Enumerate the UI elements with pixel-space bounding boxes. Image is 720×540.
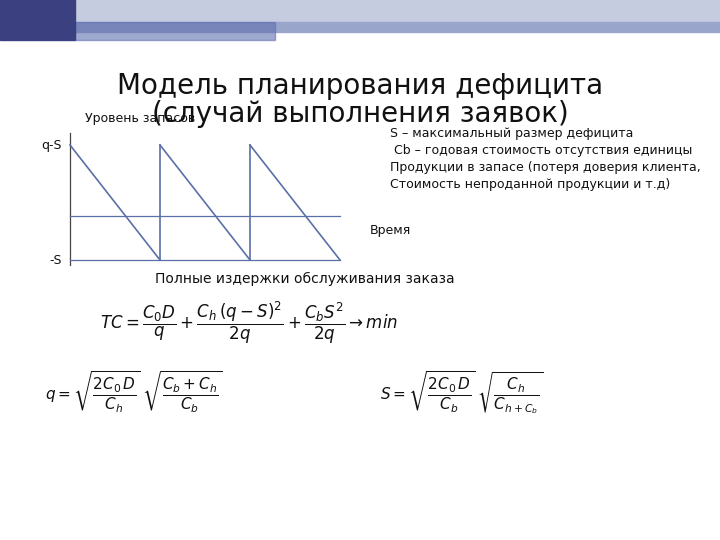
- Bar: [75, 0, 720, 22]
- Text: (случай выполнения заявок): (случай выполнения заявок): [152, 100, 568, 128]
- Text: Полные издержки обслуживания заказа: Полные издержки обслуживания заказа: [155, 272, 454, 286]
- Text: -S: -S: [50, 253, 62, 267]
- Bar: [0, 0, 75, 40]
- Text: Продукции в запасе (потеря доверия клиента,: Продукции в запасе (потеря доверия клиен…: [390, 161, 701, 174]
- Text: Время: Время: [370, 224, 411, 237]
- Text: Модель планирования дефицита: Модель планирования дефицита: [117, 72, 603, 100]
- Text: Уровень запасов: Уровень запасов: [85, 112, 195, 125]
- Text: q-S: q-S: [42, 138, 62, 152]
- Text: $S = \sqrt{\dfrac{2C_0\,D}{C_b}}\;\sqrt{\dfrac{C_h}{C_{h+C_b}}}$: $S = \sqrt{\dfrac{2C_0\,D}{C_b}}\;\sqrt{…: [380, 370, 543, 417]
- Text: Cb – годовая стоимость отсутствия единицы: Cb – годовая стоимость отсутствия единиц…: [390, 144, 693, 157]
- Text: S – максимальный размер дефицита: S – максимальный размер дефицита: [390, 127, 634, 140]
- Text: $TC = \dfrac{C_0 D}{q} + \dfrac{C_h\,(q-S)^2}{2q} + \dfrac{C_b S^2}{2q} \rightar: $TC = \dfrac{C_0 D}{q} + \dfrac{C_h\,(q-…: [100, 300, 398, 346]
- Bar: [75, 22, 275, 40]
- Bar: [75, 22, 720, 32]
- Text: $q = \sqrt{\dfrac{2C_0\,D}{C_h}}\;\sqrt{\dfrac{C_b + C_h}{C_b}}$: $q = \sqrt{\dfrac{2C_0\,D}{C_h}}\;\sqrt{…: [45, 370, 222, 415]
- Text: Стоимость непроданной продукции и т.д): Стоимость непроданной продукции и т.д): [390, 178, 670, 191]
